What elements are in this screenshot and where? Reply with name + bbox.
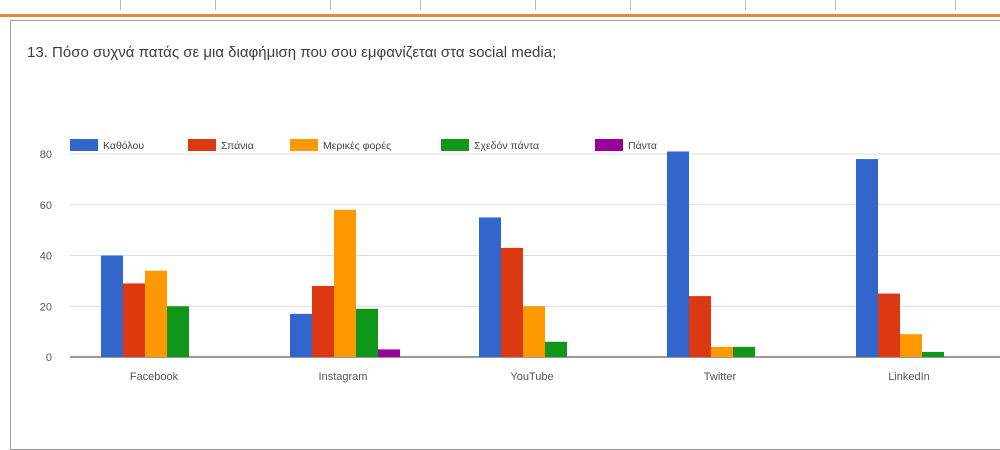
- bar-youtube-1: [501, 247, 523, 357]
- legend-swatch: [290, 139, 318, 151]
- bar-twitter-2: [711, 346, 733, 357]
- y-tick-label: 0: [46, 352, 52, 364]
- bar-facebook-3: [167, 306, 189, 357]
- bar-youtube-3: [545, 341, 567, 357]
- legend-swatch: [441, 139, 469, 151]
- column-divider: [420, 0, 421, 10]
- bar-facebook-0: [101, 255, 123, 357]
- column-divider: [120, 0, 121, 10]
- column-divider: [330, 0, 331, 10]
- bar-youtube-2: [523, 306, 545, 357]
- bar-twitter-0: [667, 151, 689, 357]
- bar-instagram-0: [290, 313, 312, 357]
- bar-instagram-2: [334, 209, 356, 357]
- legend-label: Καθόλου: [103, 140, 144, 152]
- chart-card: [10, 20, 1000, 450]
- legend-label: Σπάνια: [221, 140, 254, 152]
- x-tick-label: LinkedIn: [888, 371, 930, 383]
- y-tick-label: 40: [40, 251, 52, 263]
- bar-instagram-3: [356, 308, 378, 357]
- bar-facebook-2: [145, 270, 167, 357]
- y-tick-label: 80: [40, 149, 52, 161]
- question-title: 13. Πόσο συχνά πατάς σε μια διαφήμιση πο…: [27, 44, 557, 61]
- column-divider: [835, 0, 836, 10]
- bar-linkedin-2: [900, 334, 922, 357]
- bar-linkedin-0: [856, 159, 878, 357]
- bar-twitter-1: [689, 296, 711, 357]
- column-divider: [745, 0, 746, 10]
- legend-swatch: [188, 139, 216, 151]
- bar-instagram-1: [312, 285, 334, 357]
- bar-youtube-0: [479, 217, 501, 357]
- bar-twitter-3: [733, 346, 755, 357]
- column-divider: [535, 0, 536, 10]
- y-tick-label: 60: [40, 200, 52, 212]
- column-divider: [215, 0, 216, 10]
- column-divider: [630, 0, 631, 10]
- legend-swatch: [70, 139, 98, 151]
- bar-linkedin-1: [878, 293, 900, 357]
- bar-linkedin-3: [922, 351, 944, 357]
- x-tick-label: Facebook: [130, 371, 179, 383]
- bar-instagram-4: [378, 349, 400, 357]
- legend-swatch: [595, 139, 623, 151]
- legend-label: Πάντα: [628, 140, 657, 152]
- legend-label: Σχεδόν πάντα: [474, 140, 539, 152]
- x-tick-label: Instagram: [319, 371, 368, 383]
- spreadsheet-header-strip: [0, 0, 1000, 17]
- x-tick-label: YouTube: [510, 371, 553, 383]
- legend-label: Μερικές φορές: [323, 140, 391, 152]
- y-tick-label: 20: [40, 301, 52, 313]
- column-divider: [955, 0, 956, 10]
- bar-facebook-1: [123, 283, 145, 357]
- x-tick-label: Twitter: [704, 371, 737, 383]
